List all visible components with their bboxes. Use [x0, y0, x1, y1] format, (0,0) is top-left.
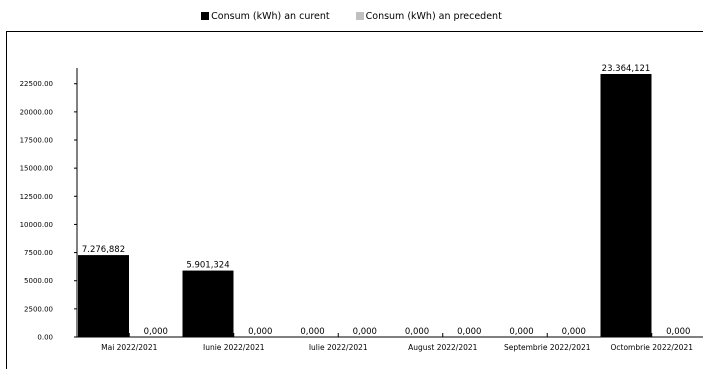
y-tick-label: 17500.00 — [20, 137, 53, 145]
data-label-current: 7.276,882 — [82, 245, 125, 255]
y-tick-label: 5000.00 — [24, 277, 53, 285]
legend-label-previous: Consum (kWh) an precedent — [365, 10, 502, 22]
data-label-current: 5.901,324 — [186, 261, 229, 271]
data-label-previous: 0,000 — [353, 327, 377, 337]
legend-item-previous: Consum (kWh) an precedent — [355, 10, 502, 22]
x-tick-label: Octombrie 2022/2021 — [611, 343, 694, 352]
y-tick-label: 15000.00 — [20, 165, 53, 173]
legend-label-current: Consum (kWh) an curent — [211, 10, 330, 22]
chart-frame: 0.00 2500.00 5000.00 7500.00 10000.00 12500.0… — [6, 31, 703, 369]
legend-item-current: Consum (kWh) an curent — [201, 10, 330, 22]
legend-swatch-previous — [355, 12, 364, 20]
bar-current — [78, 255, 129, 337]
x-tick-label: Iulie 2022/2021 — [309, 343, 368, 352]
y-tick-label: 20000.00 — [20, 108, 53, 116]
x-tick-label: Mai 2022/2021 — [101, 343, 157, 352]
data-label-previous: 0,000 — [144, 327, 168, 337]
y-tick-label: 7500.00 — [24, 249, 53, 257]
data-label-current: 0,000 — [509, 327, 533, 337]
y-tick-label: 2500.00 — [24, 305, 53, 313]
legend-swatch-current — [201, 12, 210, 20]
data-label-current: 0,000 — [405, 327, 429, 337]
data-label-previous: 0,000 — [666, 327, 690, 337]
data-label-current: 23.364,121 — [602, 64, 651, 74]
bar-current — [600, 74, 652, 337]
y-tick-label: 22500.00 — [20, 80, 53, 88]
bar-current — [182, 270, 234, 337]
y-tick-label: 0.00 — [37, 334, 53, 342]
x-tick-label: Septembrie 2022/2021 — [504, 343, 591, 352]
y-tick-label: 12500.00 — [20, 193, 53, 201]
data-label-previous: 0,000 — [457, 327, 481, 337]
data-label-current: 0,000 — [300, 327, 324, 337]
y-tick-label: 10000.00 — [20, 221, 53, 229]
bar-chart: 0.00 2500.00 5000.00 7500.00 10000.00 12500.0… — [20, 64, 703, 352]
x-tick-label: August 2022/2021 — [408, 343, 478, 352]
chart-legend: Consum (kWh) an curent Consum (kWh) an p… — [0, 8, 703, 24]
x-tick-label: Iunie 2022/2021 — [203, 343, 265, 352]
data-label-previous: 0,000 — [562, 327, 586, 337]
data-label-previous: 0,000 — [248, 327, 272, 337]
